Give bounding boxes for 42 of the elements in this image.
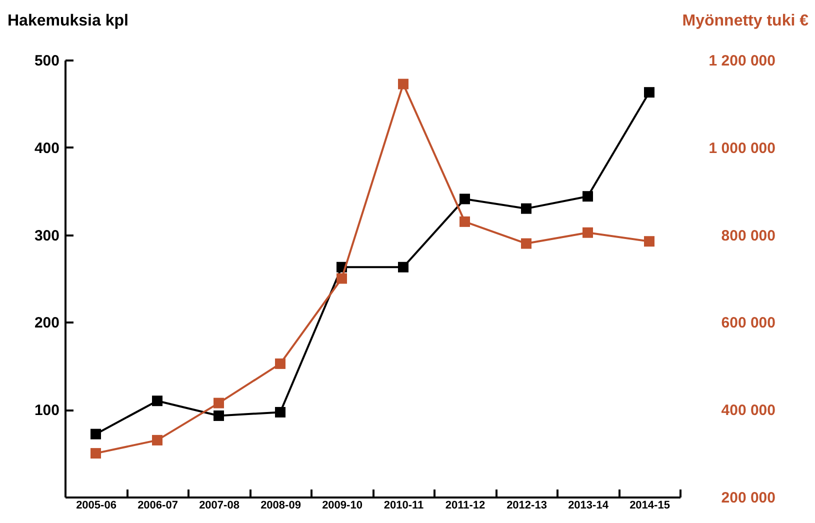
x-tick-label: 2006-07: [138, 500, 178, 512]
x-tick-label: 2011-12: [445, 500, 486, 512]
point: [521, 203, 532, 214]
y2-tick-label: 400 000: [721, 402, 776, 420]
y2-tick-label: 1 000 000: [708, 140, 776, 157]
point: [214, 410, 224, 421]
point: [460, 216, 470, 227]
point: [152, 396, 162, 406]
y2-tick-label: 600 000: [721, 314, 776, 332]
x-tick-label: 2008-09: [260, 500, 301, 512]
x-tick-label: 2010-11: [384, 500, 424, 512]
point: [644, 87, 654, 98]
y2-tick-label: 800 000: [721, 227, 776, 244]
y2-tick-label: 1 200 000: [708, 52, 776, 70]
y2-tick-label: 200 000: [721, 490, 776, 506]
point: [460, 194, 470, 204]
x-tick-label: 2007-08: [199, 500, 240, 512]
y-tick-label: 100: [34, 402, 60, 420]
x-tick-label: 2013-14: [568, 500, 610, 512]
point: [214, 398, 224, 408]
point: [398, 262, 408, 272]
y-tick-label: 400: [34, 140, 60, 157]
y-tick-label: 300: [34, 227, 60, 244]
x-tick-label: 2009-10: [322, 500, 362, 512]
point: [275, 358, 286, 369]
x-tick-label: 2014-15: [630, 500, 670, 512]
point: [90, 448, 101, 459]
point: [582, 227, 593, 238]
point: [644, 236, 654, 247]
x-tick-label: 2005-06: [76, 500, 116, 512]
y-tick-label: 200: [34, 314, 60, 332]
point: [398, 78, 408, 90]
point: [90, 428, 101, 440]
point: [336, 273, 347, 284]
point: [521, 238, 532, 249]
y-tick-label: 500: [34, 52, 60, 70]
point: [275, 406, 286, 418]
point: [582, 191, 593, 202]
x-tick-label: 2012-13: [506, 500, 547, 512]
y-axis-title: Hakemuksia kpl: [8, 12, 128, 30]
y2-axis-title: Myönnetty tuki €: [682, 12, 809, 30]
point: [152, 434, 162, 446]
